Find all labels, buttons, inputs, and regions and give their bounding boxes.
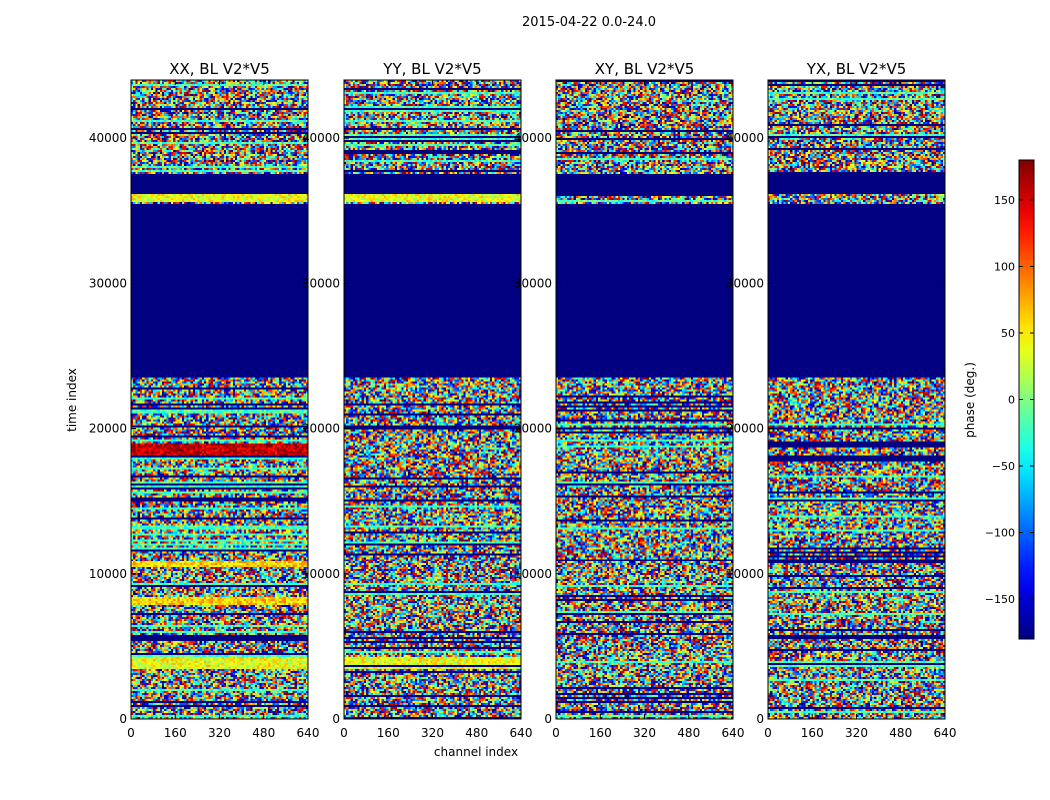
- y-tick-label: 10000: [514, 567, 552, 581]
- y-tick-label: 40000: [514, 131, 552, 145]
- x-tick-label: 320: [633, 726, 656, 740]
- x-tick-label: 640: [934, 726, 957, 740]
- heatmap-image: [344, 80, 521, 719]
- y-tick-label: 0: [756, 712, 764, 726]
- y-tick-label: 20000: [89, 422, 127, 436]
- y-tick-label: 40000: [726, 131, 764, 145]
- colorbar: −150 −100 −50 0 50 100 150: [985, 159, 1035, 640]
- colorbar-tick-label: −100: [985, 527, 1015, 540]
- y-tick-label: 0: [332, 712, 340, 726]
- colorbar-tick-label: 100: [994, 260, 1015, 273]
- x-tick-label: 160: [801, 726, 824, 740]
- x-axis-label: channel index: [434, 745, 518, 759]
- panel-title: XY, BL V2*V5: [595, 60, 695, 78]
- colorbar-tick-label: 50: [1001, 327, 1015, 340]
- x-tick-label: 320: [208, 726, 231, 740]
- colorbar-tick-label: −150: [985, 593, 1015, 606]
- x-tick-label: 160: [377, 726, 400, 740]
- panel-2: YY, BL V2*V5 0 160 320 480 640 0 10000 20000 3000…: [302, 60, 533, 740]
- colorbar-tick-label: 150: [994, 194, 1015, 207]
- x-tick-label: 640: [722, 726, 745, 740]
- panel-4: YX, BL V2*V5 0 160 320 480 640 0 10000 20000 3000…: [726, 60, 957, 740]
- x-tick-label: 320: [421, 726, 444, 740]
- y-tick-label: 40000: [89, 131, 127, 145]
- colorbar-tick-label: −50: [992, 460, 1015, 473]
- panel-title: YX, BL V2*V5: [806, 60, 907, 78]
- heatmap-image: [131, 80, 308, 719]
- colorbar-label: phase (deg.): [963, 362, 977, 438]
- y-axis-label: time index: [65, 368, 79, 432]
- heatmap-image: [556, 80, 733, 719]
- y-tick-label: 20000: [514, 422, 552, 436]
- colorbar-tick-label: 0: [1008, 394, 1015, 407]
- y-tick-label: 0: [544, 712, 552, 726]
- y-tick-label: 40000: [302, 131, 340, 145]
- x-tick-label: 480: [889, 726, 912, 740]
- y-tick-label: 0: [119, 712, 127, 726]
- y-tick-label: 30000: [89, 276, 127, 290]
- x-tick-label: 0: [340, 726, 348, 740]
- y-tick-label: 10000: [726, 567, 764, 581]
- panel-title: XX, BL V2*V5: [169, 60, 270, 78]
- x-tick-label: 160: [164, 726, 187, 740]
- x-tick-label: 480: [677, 726, 700, 740]
- figure-title: 2015-04-22 0.0-24.0: [522, 15, 656, 30]
- y-tick-label: 20000: [302, 422, 340, 436]
- x-tick-label: 640: [297, 726, 320, 740]
- y-tick-label: 30000: [726, 276, 764, 290]
- x-tick-label: 320: [845, 726, 868, 740]
- y-tick-label: 10000: [302, 567, 340, 581]
- y-tick-label: 10000: [89, 567, 127, 581]
- x-tick-label: 0: [127, 726, 135, 740]
- panel-title: YY, BL V2*V5: [382, 60, 481, 78]
- x-tick-label: 480: [465, 726, 488, 740]
- panels: XX, BL V2*V5 0 160 320 480 640 0 10000 20000 3000…: [89, 60, 957, 740]
- x-tick-label: 480: [252, 726, 275, 740]
- x-tick-label: 160: [589, 726, 612, 740]
- y-tick-label: 20000: [726, 422, 764, 436]
- x-tick-label: 640: [510, 726, 533, 740]
- x-tick-label: 0: [552, 726, 560, 740]
- y-tick-label: 30000: [302, 276, 340, 290]
- heatmap-image: [768, 80, 945, 719]
- y-tick-label: 30000: [514, 276, 552, 290]
- panel-1: XX, BL V2*V5 0 160 320 480 640 0 10000 20000 3000…: [89, 60, 320, 740]
- panel-3: XY, BL V2*V5 0 160 320 480 640 0 10000 20000 3000…: [514, 60, 745, 740]
- x-tick-label: 0: [764, 726, 772, 740]
